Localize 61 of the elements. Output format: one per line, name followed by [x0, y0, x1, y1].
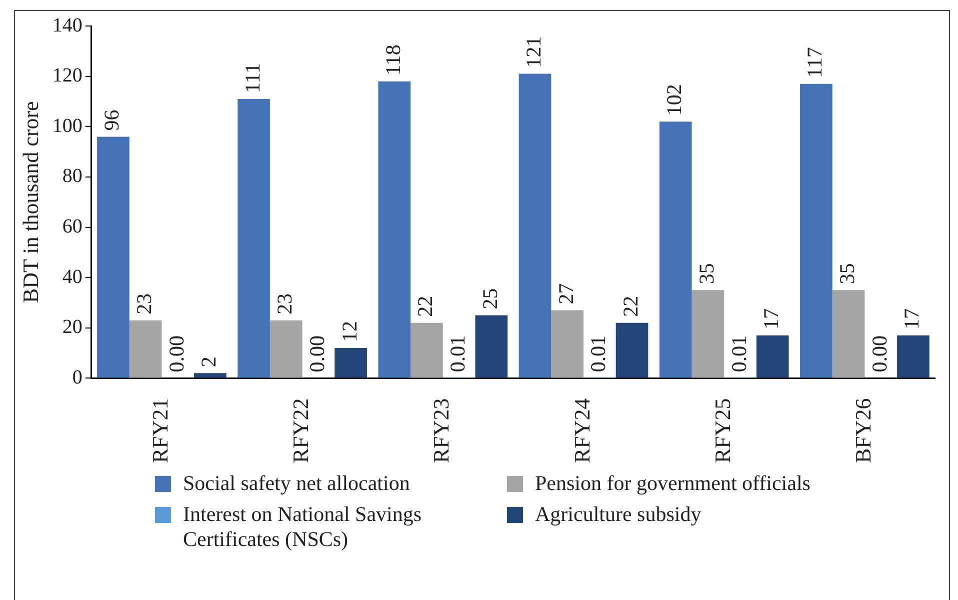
data-label: 0.01 [446, 335, 470, 372]
y-tick-label: 100 [52, 114, 82, 137]
y-tick-label: 40 [62, 266, 82, 288]
data-label: 117 [802, 47, 827, 78]
data-label: 96 [100, 110, 124, 131]
data-label: 0.00 [304, 335, 329, 372]
data-label: 102 [662, 84, 686, 116]
bar [97, 136, 130, 378]
x-tick-label: BFY26 [850, 398, 876, 463]
bar [475, 315, 508, 378]
bar [194, 373, 226, 378]
bar [800, 84, 832, 378]
y-axis-title: BDT in thousand crore [18, 101, 43, 304]
bar [616, 322, 648, 378]
bar [270, 320, 302, 378]
bar [659, 122, 692, 378]
data-label: 22 [618, 296, 643, 317]
bar [551, 310, 584, 378]
data-label: 121 [522, 36, 546, 68]
data-label: 35 [835, 263, 860, 284]
x-tick-label: RFY25 [710, 398, 735, 463]
data-label: 35 [694, 263, 718, 284]
data-label: 17 [900, 308, 924, 330]
data-label: 17 [759, 308, 784, 330]
x-tick-label: RFY24 [569, 398, 594, 463]
bar [832, 290, 865, 378]
data-label: 0.00 [164, 335, 188, 372]
bar [238, 98, 270, 378]
data-label: 111 [240, 63, 264, 93]
y-tick-label: 20 [62, 316, 82, 338]
data-label: 23 [132, 293, 156, 314]
data-label: 2 [196, 356, 221, 368]
y-tick-label: 60 [62, 216, 82, 238]
x-tick-label: RFY21 [147, 398, 172, 463]
data-label: 0.01 [726, 335, 751, 372]
bar [410, 322, 443, 378]
bar [692, 290, 724, 378]
bar [129, 320, 162, 378]
y-tick-label: 0 [72, 366, 82, 388]
x-tick-label: RFY22 [288, 398, 314, 463]
x-tick-label: RFY23 [428, 398, 454, 463]
legend-label: Social safety net allocation [183, 471, 410, 496]
data-label: 22 [413, 296, 438, 317]
data-label: 12 [337, 321, 362, 342]
data-label: 0.01 [586, 335, 610, 372]
bar [334, 348, 367, 378]
bar [518, 74, 552, 378]
data-label: 25 [478, 288, 502, 310]
data-label: 118 [380, 44, 405, 76]
data-label: 0.00 [867, 335, 892, 372]
y-tick-label: 80 [62, 165, 82, 188]
data-label: 27 [554, 283, 578, 304]
legend-label: Interest on National Savings Certificates (NSCs) [183, 502, 423, 552]
bar [897, 335, 930, 378]
bar [378, 81, 411, 378]
legend-label: Agriculture subsidy [535, 502, 702, 527]
legend-label: Pension for government officials [535, 471, 810, 496]
y-tick-label: 140 [52, 14, 82, 36]
bar [756, 335, 789, 378]
y-tick-label: 120 [52, 64, 82, 87]
data-label: 23 [272, 293, 297, 314]
